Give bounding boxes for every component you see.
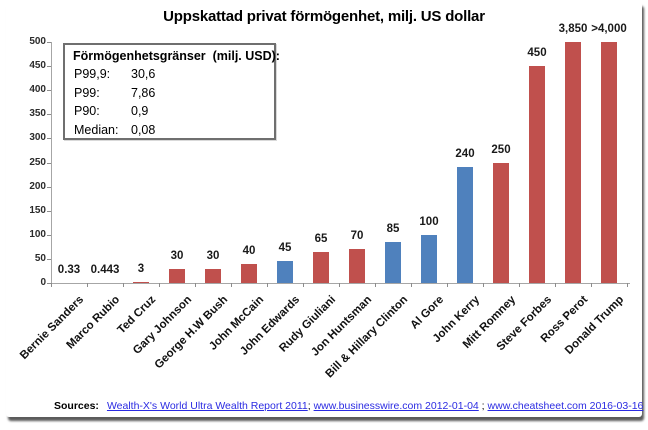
source-separator: ; <box>307 400 314 412</box>
y-tick-label: 50 <box>34 252 46 264</box>
legend-row-value: 30,6 <box>131 67 156 81</box>
y-tick <box>47 138 51 140</box>
bar-value-label: 0.443 <box>90 264 120 276</box>
legend-row-label: P99,9: <box>74 67 111 81</box>
y-tick <box>47 66 51 68</box>
y-tick-label: 300 <box>29 132 46 144</box>
bar-value-label: 45 <box>278 242 292 255</box>
bar <box>457 167 473 283</box>
y-tick-label: 500 <box>29 36 46 47</box>
legend-row-label: Median: <box>74 122 119 137</box>
x-tick <box>267 283 268 287</box>
bar <box>277 261 293 283</box>
x-tick <box>303 283 304 287</box>
legend-row-value: 0,08 <box>131 122 156 137</box>
y-tick <box>47 186 51 188</box>
bar <box>421 234 437 283</box>
legend-row: P90: 0,9 <box>65 102 274 121</box>
bar <box>385 242 401 283</box>
y-tick-label: 350 <box>29 108 46 120</box>
x-tick <box>51 283 52 287</box>
y-tick-label: 400 <box>29 84 46 96</box>
bar-value-label: 250 <box>491 143 511 156</box>
bar <box>349 249 365 283</box>
x-axis-line <box>50 283 630 284</box>
x-tick <box>519 283 520 287</box>
bar-value-label: 65 <box>314 232 328 245</box>
y-tick <box>47 90 51 92</box>
bar-value-label: 30 <box>206 249 220 262</box>
bar-value-label: 100 <box>419 215 439 228</box>
legend-row: P99: 7,86 <box>65 84 274 103</box>
x-tick <box>411 283 412 287</box>
y-tick-label: 450 <box>29 60 46 72</box>
x-tick <box>627 283 628 287</box>
y-tick <box>47 234 51 236</box>
x-tick <box>483 283 484 287</box>
y-tick <box>47 210 51 212</box>
bar-value-label: 0.33 <box>57 264 81 276</box>
x-tick <box>159 283 160 287</box>
bar-value-label: 40 <box>242 244 256 257</box>
x-tick <box>555 283 556 287</box>
y-axis-line <box>51 42 52 283</box>
x-tick <box>339 283 340 287</box>
source-separator: ; <box>478 400 488 412</box>
x-tick <box>87 283 88 287</box>
bar-value-label: 240 <box>455 148 475 161</box>
bar-value-label: 85 <box>386 223 400 236</box>
y-tick-label: 200 <box>29 180 46 192</box>
bar-value-label: 3,850 <box>558 23 588 35</box>
x-tick <box>231 283 232 287</box>
legend-row-value: 0,9 <box>131 104 149 118</box>
y-tick-label: 0 <box>40 277 46 288</box>
y-tick <box>47 42 51 43</box>
wealth-thresholds-box: Förmögenhetsgränser (milj. USD): P99,9: … <box>63 43 280 140</box>
legend-row: Median: 0,08 <box>65 121 274 140</box>
legend-header: Förmögenhetsgränser (milj. USD): <box>73 49 280 63</box>
bar <box>133 281 149 283</box>
bar-value-label: 3 <box>137 262 145 275</box>
x-tick <box>591 283 592 287</box>
bar <box>169 268 185 283</box>
legend-row-label: P99: <box>74 85 100 100</box>
legend-row: P99,9: 30,6 <box>65 65 274 84</box>
x-tick <box>123 283 124 287</box>
x-tick <box>375 283 376 287</box>
bar <box>601 42 617 283</box>
bar <box>493 162 509 283</box>
source-link-3[interactable]: www.cheatsheet.com 2016-03-16 <box>487 400 644 412</box>
bar-value-label: >4,000 <box>591 23 627 35</box>
y-tick <box>47 162 51 164</box>
sources-prefix: Sources: <box>54 400 99 412</box>
bar-value-label: 450 <box>527 47 547 60</box>
sources-line: Sources: Wealth-X's World Ultra Wealth Re… <box>54 400 644 412</box>
y-tick <box>47 283 51 284</box>
bar-value-label: 30 <box>170 249 184 262</box>
source-link-2[interactable]: www.businesswire.com 2012-01-04 <box>313 400 479 412</box>
bar <box>529 66 545 283</box>
y-tick <box>47 114 51 116</box>
bar <box>241 263 257 283</box>
x-tick <box>195 283 196 287</box>
legend-row-label: P90: <box>74 104 100 118</box>
source-link-1[interactable]: Wealth-X's World Ultra Wealth Report 201… <box>106 400 308 412</box>
bar-value-label: 70 <box>350 230 364 243</box>
bar <box>565 42 581 283</box>
y-tick-label: 250 <box>29 156 46 168</box>
y-tick-label: 150 <box>29 204 46 216</box>
bar <box>313 251 329 283</box>
chart-title: Uppskattad privat förmögenhet, milj. US … <box>163 8 485 25</box>
bar <box>205 268 221 283</box>
legend-row-value: 7,86 <box>131 85 156 100</box>
y-tick <box>47 258 51 260</box>
x-tick <box>447 283 448 287</box>
y-tick-label: 100 <box>29 228 46 240</box>
